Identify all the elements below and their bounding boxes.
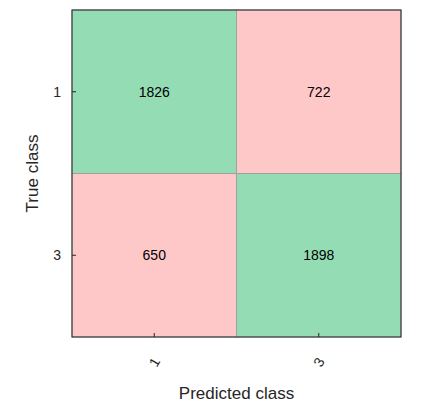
y-tick [72, 255, 76, 256]
y-tick [72, 91, 76, 92]
x-tick [318, 333, 319, 337]
x-tick [154, 333, 155, 337]
chart-svg: 1826 722 650 1898 1 3 1 3 Predicted class True cl… [0, 0, 445, 420]
cell [237, 174, 402, 338]
y-axis-label: True class [23, 135, 42, 213]
x-tick-label: 1 [145, 354, 163, 369]
cell-label: 650 [143, 247, 167, 263]
y-tick-label: 3 [53, 247, 61, 263]
cell-label: 1826 [139, 84, 170, 100]
cell-labels: 1826 722 650 1898 [139, 84, 335, 264]
cells [72, 10, 401, 337]
plot-frame [72, 10, 401, 337]
cell-label: 1898 [303, 247, 334, 263]
cell [72, 10, 237, 174]
chart-container: 1826 722 650 1898 1 3 1 3 Predicted class True cl… [0, 0, 445, 420]
y-tick-label: 1 [53, 84, 61, 100]
cell-label: 722 [307, 84, 331, 100]
cell [237, 10, 402, 174]
x-axis-label: Predicted class [179, 384, 294, 403]
x-tick-label: 3 [310, 354, 328, 369]
cell [72, 174, 237, 338]
